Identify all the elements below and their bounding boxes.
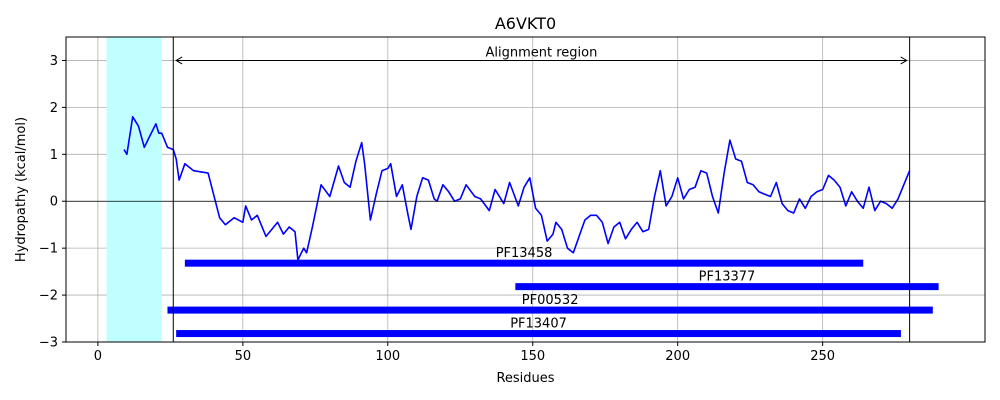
x-tick-label: 50 (235, 349, 252, 364)
arrow-head-left (175, 56, 183, 65)
x-tick-label: 100 (375, 349, 400, 364)
domain-bar (167, 306, 933, 314)
domain-bar (176, 330, 901, 338)
x-axis-label: Residues (496, 371, 554, 386)
axis-ticks: 0 50 100 150 200 250 −3 −2 −1 0 1 2 3 (39, 54, 835, 364)
chart-title: A6VKT0 (495, 14, 556, 33)
y-tick-label: 2 (50, 101, 58, 116)
x-tick-label: 150 (520, 349, 545, 364)
y-axis-label: Hydropathy (kcal/mol) (14, 117, 29, 262)
signal-band (106, 37, 162, 342)
y-tick-label: −2 (39, 289, 58, 304)
y-tick-label: 3 (50, 54, 58, 69)
arrow-head-right (900, 56, 908, 65)
y-tick-label: −1 (39, 242, 58, 257)
x-tick-label: 200 (665, 349, 690, 364)
hydropathy-line (123, 116, 911, 261)
y-tick-label: 0 (50, 195, 58, 210)
y-tick-label: −3 (39, 336, 58, 351)
signal-peptide-band (106, 37, 162, 342)
y-tick-label: 1 (50, 148, 58, 163)
x-tick-label: 0 (94, 349, 102, 364)
domain-label: PF13458 (496, 246, 553, 261)
plot-frame (65, 36, 986, 343)
alignment-region-label: Alignment region (486, 45, 598, 60)
domain-bars: PF13458 PF13377 PF00532 PF13407 (167, 246, 939, 338)
x-tick-label: 250 (810, 349, 835, 364)
domain-bar (515, 283, 939, 291)
domain-label: PF13407 (510, 317, 567, 332)
domain-label: PF13377 (699, 270, 756, 285)
series-line (123, 116, 911, 261)
domain-bar (184, 259, 864, 267)
reference-lines: Alignment region (66, 37, 985, 342)
domain-label: PF00532 (522, 293, 579, 308)
